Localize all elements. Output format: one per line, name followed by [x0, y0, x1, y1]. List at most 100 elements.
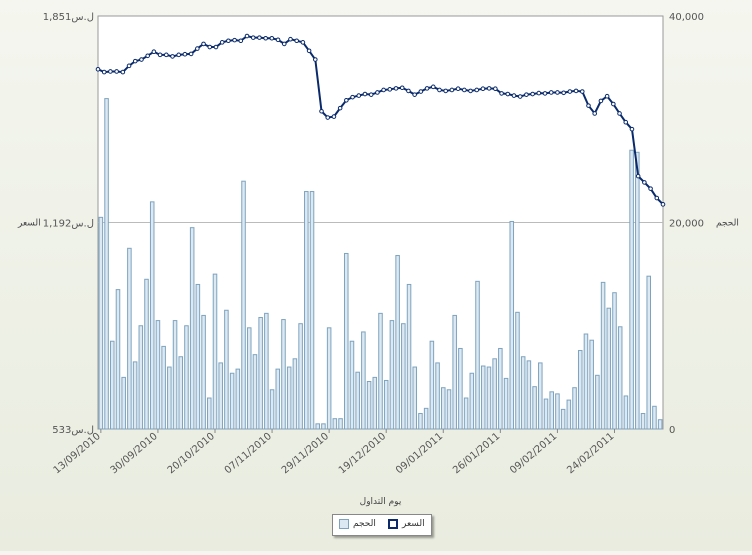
- x-tick-label: 26/01/2011: [451, 431, 502, 476]
- price-point: [381, 87, 386, 93]
- volume-bar: [218, 362, 223, 430]
- price-point: [437, 87, 442, 93]
- price-point: [555, 90, 560, 95]
- volume-bar: [361, 331, 366, 430]
- volume-bar: [378, 312, 383, 430]
- volume-bar: [435, 362, 440, 430]
- volume-bar: [612, 292, 617, 430]
- volume-bar: [309, 191, 315, 430]
- volume-bar: [355, 371, 360, 430]
- volume-bar: [532, 386, 537, 430]
- price-point: [611, 101, 616, 107]
- volume-bar: [452, 314, 457, 430]
- volume-bar: [184, 325, 189, 430]
- volume-bar: [458, 347, 463, 430]
- volume-bar: [115, 289, 121, 430]
- volume-bar: [566, 399, 572, 430]
- price-point: [455, 86, 461, 91]
- volume-bar: [172, 320, 178, 430]
- legend-swatch-price: [388, 519, 398, 529]
- price-point: [579, 89, 585, 94]
- price-point: [480, 86, 486, 91]
- price-point: [412, 92, 417, 97]
- price-point: [145, 53, 150, 59]
- volume-bar: [321, 423, 326, 430]
- volume-bar: [538, 362, 543, 430]
- price-point: [499, 91, 504, 96]
- volume-bar: [343, 252, 349, 430]
- x-tick-label: 30/09/2010: [109, 431, 160, 476]
- legend-item-price: السعر: [388, 519, 425, 529]
- price-point: [232, 37, 237, 43]
- price-point: [486, 86, 492, 91]
- volume-bar: [652, 405, 657, 430]
- price-point: [443, 88, 448, 94]
- volume-bar: [503, 377, 509, 430]
- volume-bar: [389, 320, 395, 430]
- volume-bar: [509, 220, 515, 430]
- volume-bar: [275, 368, 281, 430]
- price-point: [505, 91, 511, 97]
- price-point: [288, 36, 293, 42]
- x-tick-label: 20/10/2010: [166, 431, 217, 476]
- volume-bar: [132, 361, 138, 430]
- volume-bar: [498, 347, 503, 430]
- x-tick-label: 07/11/2010: [223, 431, 274, 476]
- volume-bar: [366, 381, 372, 430]
- price-point: [263, 35, 268, 41]
- price-point: [406, 88, 411, 94]
- price-point: [617, 111, 622, 116]
- price-point: [517, 94, 523, 99]
- x-tick-label: 13/09/2010: [52, 431, 103, 476]
- price-point: [244, 33, 250, 39]
- volume-bar: [155, 320, 161, 430]
- volume-bar: [127, 247, 132, 430]
- volume-bar: [617, 326, 623, 430]
- volume-bar: [600, 281, 606, 430]
- legend-swatch-volume: [339, 519, 349, 529]
- volume-bar: [520, 356, 526, 430]
- price-point: [101, 69, 107, 75]
- price-point: [561, 90, 566, 96]
- price-point: [462, 87, 467, 93]
- y-right-axis-label: الحجم: [716, 219, 739, 229]
- volume-bar: [423, 407, 429, 430]
- price-point: [207, 44, 213, 50]
- y-right-tick-label: 20,000: [669, 219, 704, 230]
- price-point: [493, 86, 498, 91]
- price-point: [660, 202, 666, 207]
- price-point: [350, 94, 355, 100]
- price-point: [449, 87, 455, 93]
- volume-bar: [235, 368, 241, 430]
- x-axis-label: يوم التداول: [360, 497, 402, 507]
- price-point: [604, 93, 610, 99]
- volume-bar: [657, 419, 663, 430]
- volume-bar: [207, 397, 212, 430]
- volume-bar: [241, 180, 246, 430]
- price-point: [120, 69, 126, 75]
- legend-label-price: السعر: [402, 519, 425, 529]
- price-point: [530, 91, 535, 97]
- volume-bar: [469, 372, 475, 430]
- volume-bar: [486, 366, 492, 430]
- volume-bar: [281, 319, 286, 430]
- volume-bar: [515, 311, 520, 430]
- volume-bar: [446, 389, 452, 430]
- y-left-axis-label: السعر: [17, 219, 41, 229]
- price-point: [139, 57, 144, 62]
- x-tick-label: 19/12/2010: [337, 431, 388, 476]
- volume-bar: [549, 391, 554, 430]
- volume-bar: [646, 275, 652, 430]
- volume-bar: [475, 280, 480, 430]
- price-point: [548, 90, 554, 95]
- price-point: [219, 40, 225, 45]
- volume-bar: [640, 413, 646, 430]
- volume-bar: [304, 191, 309, 430]
- volume-bar: [104, 98, 109, 430]
- volume-bar: [178, 356, 184, 430]
- volume-bar: [418, 413, 423, 430]
- price-point: [468, 88, 473, 94]
- volume-bar: [212, 273, 218, 430]
- volume-bar: [326, 327, 332, 430]
